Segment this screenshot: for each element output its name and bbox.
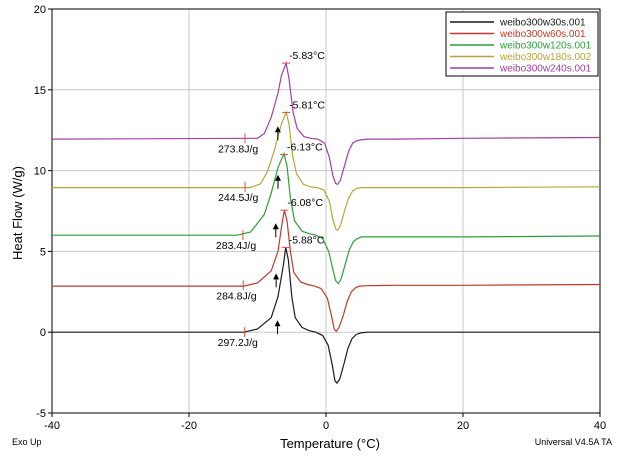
- annotation-layer: -5.88°C 297.2J/g -6.08°C 284.8J/g -6.13°C 283…: [216, 50, 325, 349]
- legend-entry: weibo300w240s.001: [499, 64, 592, 75]
- x-axis-label: Temperature (°C): [280, 436, 380, 451]
- series-line-3: [52, 151, 601, 285]
- legend-entry: weibo300w180s.002: [499, 52, 592, 63]
- x-tick-label: 0: [323, 420, 329, 432]
- enthalpy-label: 244.5J/g: [218, 192, 258, 204]
- legend-entry: weibo300w120s.001: [499, 41, 592, 52]
- y-tick-label: 0: [40, 327, 46, 339]
- series-line-2: [52, 210, 601, 333]
- legend: weibo300w30s.001weibo300w60s.001weibo300…: [445, 11, 599, 77]
- y-tick-label: -5: [36, 408, 46, 420]
- x-tick-label: 20: [457, 420, 469, 432]
- enthalpy-label: 273.8J/g: [218, 143, 258, 155]
- peak-temperature-label: -6.08°C: [287, 197, 323, 209]
- y-axis-label: Heat Flow (W/g): [10, 166, 25, 260]
- y-tick-label: 20: [34, 4, 46, 16]
- peak-temperature-label: -5.88°C: [289, 234, 325, 246]
- peak-temperature-label: -5.81°C: [289, 99, 325, 111]
- y-tick-label: 5: [40, 246, 46, 258]
- integration-arrow-head: [274, 320, 281, 327]
- peak-temperature-label: -5.83°C: [289, 50, 325, 62]
- y-tick-label: 10: [34, 166, 46, 178]
- series-line-1: [52, 247, 600, 385]
- integration-arrow-head: [273, 273, 280, 280]
- legend-entry: weibo300w60s.001: [499, 29, 586, 40]
- x-axis-ticks: -40 -20 0 20 40: [44, 413, 606, 432]
- integration-arrow-head: [274, 126, 281, 133]
- x-tick-label: -40: [44, 420, 60, 432]
- integration-arrow-head: [274, 174, 281, 181]
- footer-right-text: Universal V4.5A TA: [535, 437, 612, 447]
- x-tick-label: 40: [594, 420, 606, 432]
- x-tick-label: -20: [181, 420, 197, 432]
- footer-left-text: Exo Up: [12, 437, 42, 447]
- enthalpy-label: 284.8J/g: [216, 290, 256, 302]
- enthalpy-label: 283.4J/g: [216, 240, 256, 252]
- series-line-5: [51, 60, 601, 186]
- enthalpy-label: 297.2J/g: [218, 337, 258, 349]
- y-tick-label: 15: [34, 85, 46, 97]
- legend-entry: weibo300w30s.001: [499, 18, 586, 29]
- integration-arrow-head: [272, 223, 279, 230]
- y-axis-ticks: -5 0 5 10 15 20: [34, 4, 52, 420]
- peak-temperature-label: -6.13°C: [287, 141, 323, 153]
